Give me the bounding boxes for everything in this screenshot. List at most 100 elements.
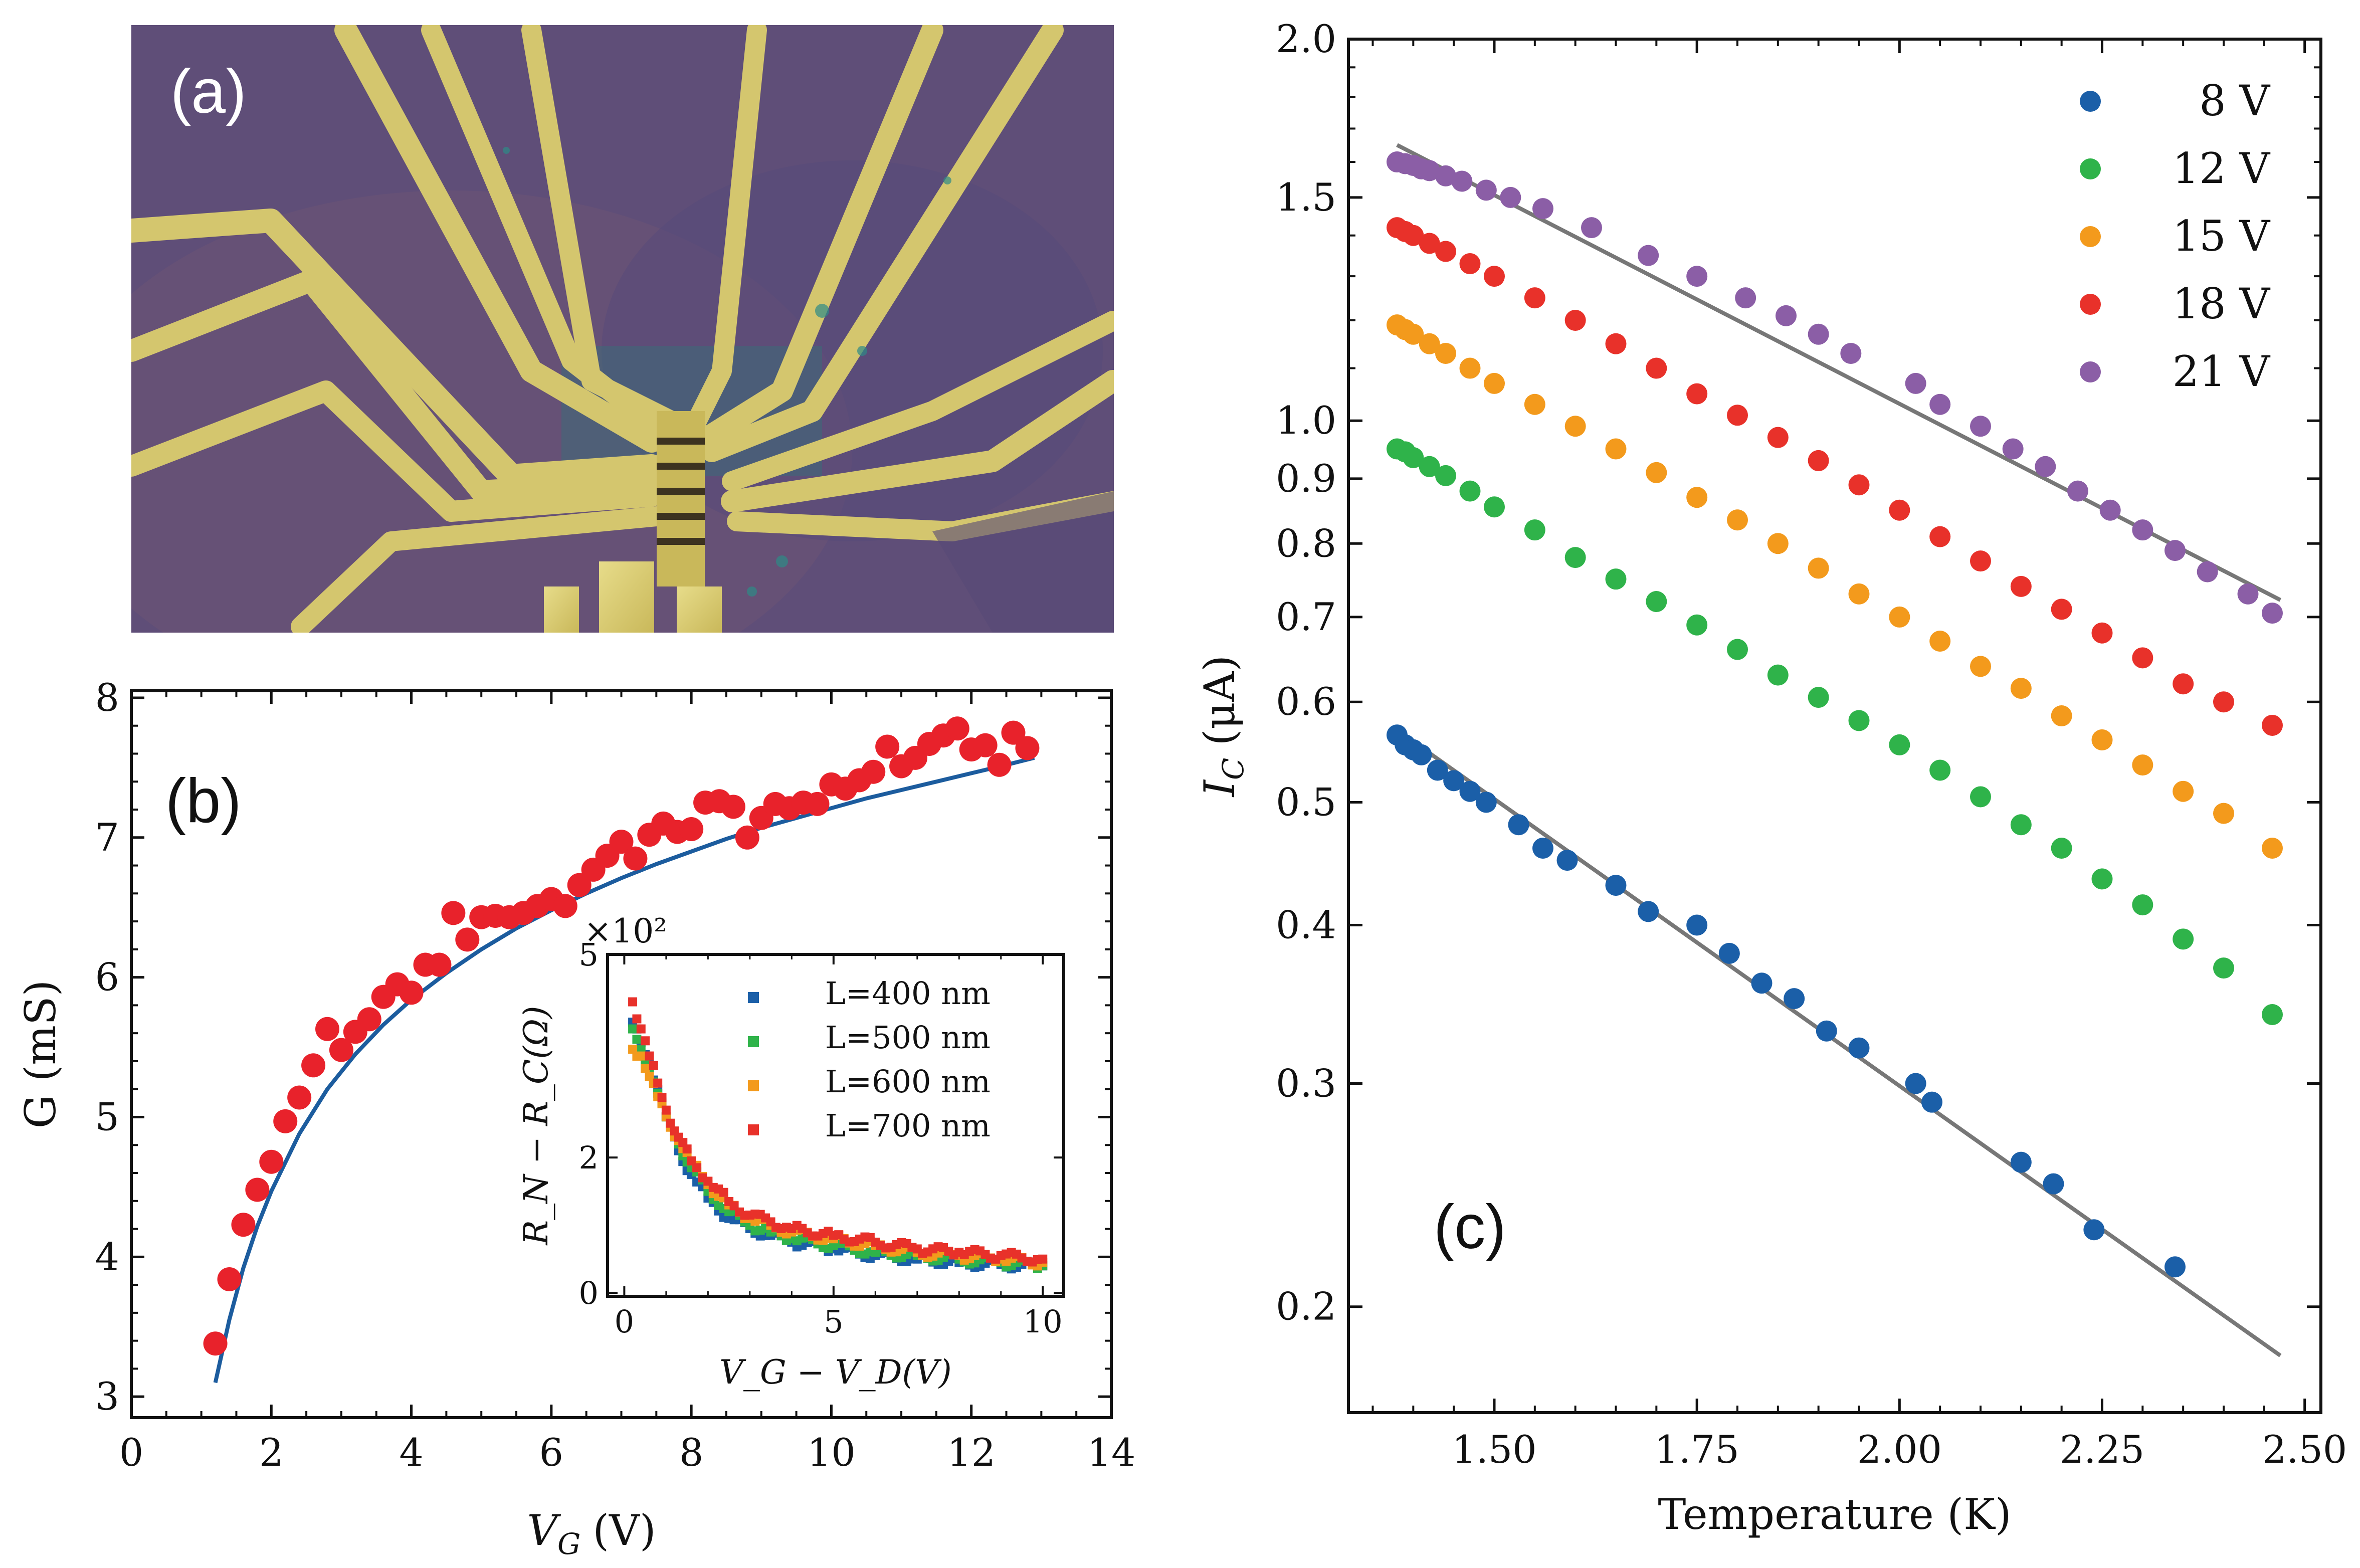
c-data-point	[1889, 606, 1910, 628]
c-ytick-label: 2.0	[1276, 17, 1336, 61]
c-legend-label: 8 V	[2199, 76, 2270, 125]
c-data-point	[1889, 734, 1910, 755]
inset-marker	[645, 1051, 654, 1061]
inset-xlabel: V_G − V_D(V)	[719, 1353, 951, 1392]
b-data-point	[287, 1085, 312, 1110]
c-data-point	[2213, 803, 2234, 824]
b-data-point	[735, 825, 759, 850]
b-xtick-label: 14	[1087, 1430, 1136, 1475]
c-data-point	[2035, 456, 2056, 477]
panel-label-c: (c)	[1434, 1193, 1506, 1262]
c-ytick-label: 1.0	[1276, 398, 1336, 443]
b-data-point	[553, 894, 577, 918]
b-data-point	[721, 795, 745, 819]
inset-marker	[636, 1024, 646, 1034]
c-data-point	[1411, 744, 1432, 765]
c-data-point	[2067, 480, 2088, 502]
c-ytick-label: 0.3	[1276, 1061, 1336, 1105]
c-data-point	[2002, 438, 2024, 460]
inset-marker	[653, 1078, 663, 1088]
inset-legend-swatch	[748, 1124, 759, 1135]
inset-marker	[657, 1093, 667, 1102]
c-legend-label: 15 V	[2173, 212, 2271, 261]
c-data-point	[1419, 456, 1440, 477]
inset-marker	[641, 1036, 650, 1046]
c-data-point	[1646, 462, 1667, 483]
c-data-point	[1840, 343, 1862, 364]
c-ytick-label: 0.8	[1276, 521, 1336, 565]
c-data-point	[1605, 568, 1627, 590]
b-xtick-label: 2	[259, 1430, 283, 1475]
b-xtick-label: 8	[679, 1430, 703, 1475]
c-data-point	[1638, 245, 1659, 266]
c-xtick-label: 2.50	[2262, 1427, 2347, 1472]
c-data-point	[1419, 233, 1440, 254]
c-data-point	[1889, 499, 1910, 521]
c-data-point	[1451, 170, 1473, 192]
c-data-point	[2051, 838, 2072, 859]
c-data-point	[1727, 509, 1748, 531]
c-data-point	[1638, 901, 1659, 922]
c-data-point	[1686, 266, 1708, 287]
c-data-point	[2010, 678, 2032, 699]
c-data-point	[1524, 519, 1545, 541]
b-ytick-label: 5	[95, 1094, 119, 1139]
inset-marker	[692, 1163, 702, 1172]
b-data-point	[217, 1267, 242, 1291]
micrograph-panel: (a)	[131, 25, 1114, 633]
c-data-point	[1686, 614, 1708, 636]
inset-legend-swatch	[748, 1080, 759, 1091]
c-data-point	[1718, 942, 1740, 964]
panel-label-a: (a)	[170, 57, 247, 126]
inset-xtick-label: 5	[824, 1303, 843, 1340]
c-data-point	[1727, 405, 1748, 426]
c-data-point	[1475, 179, 1497, 201]
b-data-point	[861, 759, 886, 784]
inset-marker	[682, 1144, 692, 1154]
c-data-point	[2010, 814, 2032, 836]
b-data-point	[679, 817, 704, 842]
c-data-point	[2173, 673, 2194, 695]
inset-ytick-label: 5	[579, 936, 599, 973]
c-data-point	[1970, 550, 1991, 572]
c-data-point	[1435, 343, 1456, 364]
c-data-point	[1970, 786, 1991, 808]
inset-marker	[645, 1072, 654, 1081]
c-data-point	[1403, 323, 1424, 345]
c-data-point	[2099, 499, 2121, 521]
b-data-point	[1015, 736, 1040, 760]
inset-chart: 0 5 10 0 2 5 ×10² V_G − V_D(V) R_N − R_C(Ω) L…	[517, 912, 1065, 1392]
b-data-point	[805, 792, 830, 816]
c-data-point	[1646, 591, 1667, 612]
b-data-point	[875, 734, 900, 759]
c-data-point	[1581, 217, 1602, 239]
c-data-point	[1727, 639, 1748, 660]
c-data-point	[2010, 575, 2032, 597]
c-data-point	[1605, 438, 1627, 460]
c-data-point	[1605, 875, 1627, 896]
c-data-point	[2132, 894, 2153, 916]
c-data-point	[1484, 266, 1505, 287]
c-data-point	[2132, 754, 2153, 776]
c-data-point	[1784, 988, 1805, 1010]
c-data-point	[1767, 427, 1789, 448]
c-data-point	[1459, 480, 1481, 502]
inset-legend-label: L=600 nm	[825, 1063, 991, 1100]
b-data-point	[329, 1038, 353, 1062]
b-data-point	[245, 1178, 270, 1202]
c-ytick-label: 0.2	[1276, 1284, 1336, 1329]
b-data-point	[441, 901, 466, 925]
c-data-point	[1443, 770, 1465, 792]
b-data-point	[315, 1017, 339, 1041]
inset-marker	[666, 1118, 675, 1128]
c-data-point	[1970, 416, 1991, 437]
inset-legend-label: L=700 nm	[825, 1107, 991, 1144]
b-xlabel-main: V	[527, 1506, 561, 1555]
c-legend-label: 21 V	[2173, 347, 2271, 396]
b-ytick-label: 3	[95, 1374, 119, 1419]
inset-marker	[636, 1045, 646, 1054]
b-data-point	[567, 873, 592, 897]
b-xlabel-unit: (V)	[593, 1506, 656, 1555]
c-data-point	[1419, 333, 1440, 354]
inset-marker	[661, 1105, 671, 1115]
